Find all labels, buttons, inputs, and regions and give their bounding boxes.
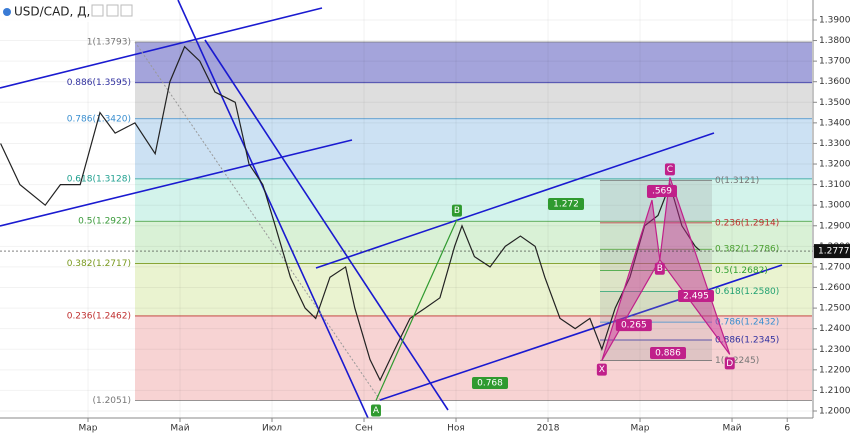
point-badge xyxy=(370,404,381,417)
price-line xyxy=(0,45,701,382)
point-label: X xyxy=(599,365,605,375)
point-label: B xyxy=(454,206,460,216)
y-tick-label: 1.3600 xyxy=(819,77,850,87)
y-axis-bg xyxy=(813,0,850,435)
y-tick-label: 1.3000 xyxy=(819,201,850,211)
ratio-label: .569 xyxy=(652,187,672,197)
grid xyxy=(0,0,813,418)
y-tick-label: 1.2700 xyxy=(819,262,850,272)
point-label: A xyxy=(373,406,380,416)
point-badge xyxy=(654,262,665,275)
y-tick-label: 1.3900 xyxy=(819,15,850,25)
ratio-badge xyxy=(615,319,652,332)
header-bg xyxy=(0,2,140,22)
fib-label: 0.786(1.2432) xyxy=(715,318,779,328)
y-tick-label: 1.3300 xyxy=(819,139,850,149)
fib-label: 1(1.3793) xyxy=(87,37,131,47)
fib-label: 0.382(1.2717) xyxy=(67,259,131,269)
fib-label: 0(1.3121) xyxy=(715,176,759,186)
pattern-line xyxy=(375,219,458,401)
trend-line xyxy=(379,264,783,401)
point-badge xyxy=(596,363,607,376)
y-tick-label: 1.2000 xyxy=(819,407,850,417)
y-tick-label: 1.3700 xyxy=(819,57,850,67)
y-tick-label: 1.3400 xyxy=(819,118,850,128)
y-tick-label: 1.2100 xyxy=(819,386,850,396)
fib-label: 0.236(1.2462) xyxy=(67,311,131,321)
fib-label: 0.618(1.3128) xyxy=(67,174,131,184)
y-tick-label: 1.3800 xyxy=(819,36,850,46)
point-label: C xyxy=(667,165,673,175)
fib-label: 0.618(1.2580) xyxy=(715,287,779,297)
fib-label: 0.5(1.2682) xyxy=(715,266,768,276)
ratio-label: 1.272 xyxy=(553,200,579,210)
x-tick-label: Мар xyxy=(79,424,98,434)
trend-line xyxy=(0,7,323,89)
fib-label: 0.382(1.2786) xyxy=(715,245,779,255)
ratio-badge xyxy=(678,290,714,302)
fib-label: 0.236(1.2914) xyxy=(715,218,779,228)
y-tick-label: 1.2200 xyxy=(819,365,850,375)
fib-bands: 1(1.3793) 0.886(1.3595) 0.786(1.3420) 0.618… xyxy=(67,37,812,406)
y-tick-label: 1.3200 xyxy=(819,160,850,170)
point-label: D xyxy=(726,359,733,369)
plot: 0(1.3121) 0.236(1.2914) 0.382(1.2786) 0.5(1… xyxy=(0,45,813,417)
last-price-label: 1.2777 xyxy=(818,247,850,257)
x-tick-label: Июл xyxy=(262,424,282,434)
y-tick-label: 1.3500 xyxy=(819,98,850,108)
point-badge xyxy=(451,204,462,217)
fib-band xyxy=(135,221,812,264)
last-price-badge xyxy=(814,244,850,259)
trend-line xyxy=(204,39,449,411)
icon[interactable] xyxy=(106,4,119,17)
y-tick-label: 1.3100 xyxy=(819,180,850,190)
x-tick-label: 6 xyxy=(784,424,790,434)
y-tick-label: 1.2600 xyxy=(819,283,850,293)
y-tick-label: 1.2400 xyxy=(819,324,850,334)
symbol-icon xyxy=(3,8,11,16)
y-tick-label: 1.2300 xyxy=(819,345,850,355)
fib-label: (1.2051) xyxy=(92,396,131,406)
fib-band xyxy=(600,249,712,271)
icon[interactable] xyxy=(120,4,133,17)
ratio-badge xyxy=(548,198,584,210)
point-label: B xyxy=(657,264,663,274)
fib-band xyxy=(135,41,812,83)
ratio-label: 0.768 xyxy=(477,379,503,389)
x-tick-label: 2018 xyxy=(537,424,560,434)
fib-band xyxy=(135,82,812,119)
ratio-label: 0.886 xyxy=(655,349,681,359)
diagonal xyxy=(134,41,381,401)
trend-line xyxy=(177,0,369,419)
fib-label: 0.5(1.2922) xyxy=(78,217,131,227)
x-tick-label: Май xyxy=(170,424,189,434)
ratio-label: 0.265 xyxy=(621,321,647,331)
ratio-badge xyxy=(646,185,677,198)
icon[interactable] xyxy=(91,4,104,17)
fib-band xyxy=(135,118,812,179)
pattern-triangle xyxy=(659,177,731,355)
fib-label: 1(1.2245) xyxy=(715,356,759,366)
fib-label: 0.886(1.3595) xyxy=(67,78,131,88)
x-tick-label: Ноя xyxy=(447,424,465,434)
fib-label: 0.886(1.2345) xyxy=(715,335,779,345)
x-tick-label: Май xyxy=(722,424,741,434)
trend-lines xyxy=(0,0,783,419)
point-badge xyxy=(664,163,675,176)
y-tick-label: 1.2500 xyxy=(819,304,850,314)
fib-label: 0.786(1.3420) xyxy=(67,114,131,124)
ratio-badge xyxy=(650,347,686,359)
axes: 1.2000 1.2100 1.2200 1.2300 1.2400 1.2500 1.26… xyxy=(79,15,850,434)
trend-line xyxy=(315,132,715,269)
ratio-label: 2.495 xyxy=(683,292,709,302)
chart-title: USD/CAD, Д, xyxy=(14,5,90,19)
fib-band xyxy=(135,263,812,316)
y-tick-label: 1.2900 xyxy=(819,221,850,231)
x-tick-label: Мар xyxy=(631,424,650,434)
x-tick-label: Сен xyxy=(355,424,373,434)
ratio-badge xyxy=(472,377,508,389)
trend-line xyxy=(0,139,353,227)
point-badge xyxy=(724,357,735,370)
